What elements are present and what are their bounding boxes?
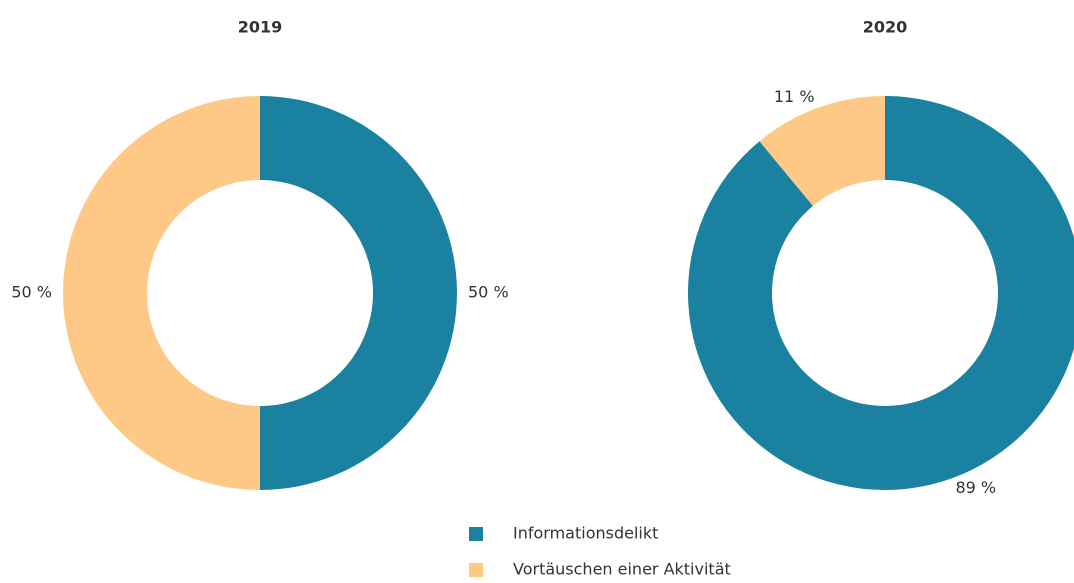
legend-label: Vortäuschen einer Aktivität	[513, 560, 731, 579]
chart-title: 2020	[863, 18, 908, 37]
donut-slice	[688, 96, 1074, 490]
data-label: 11 %	[774, 87, 815, 106]
donut-slice	[63, 96, 260, 490]
data-label: 50 %	[468, 283, 509, 302]
donut-slice	[260, 96, 457, 490]
legend-swatch	[469, 563, 483, 577]
legend-label: Informationsdelikt	[513, 524, 658, 543]
donut-slice	[759, 96, 885, 206]
chart-title: 2019	[238, 18, 283, 37]
legend-swatch	[469, 527, 483, 541]
data-label: 89 %	[955, 478, 996, 497]
data-label: 50 %	[11, 283, 52, 302]
